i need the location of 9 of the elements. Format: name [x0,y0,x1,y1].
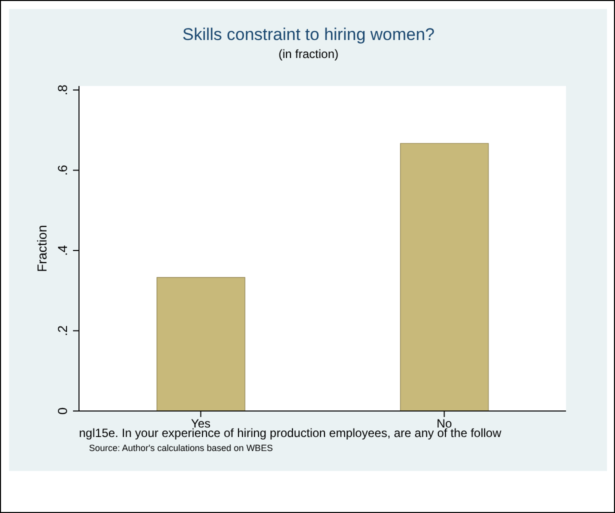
chart-subtitle: (in fraction) [277,47,340,61]
y-tick-label: .8 [55,84,70,96]
y-axis-title: Fraction [34,225,50,272]
chart-title: Skills constraint to hiring women? [181,25,436,45]
y-tick-label: .4 [55,245,70,256]
source-note: Source: Author's calculations based on WBES [89,443,273,453]
y-tick-label: 0 [55,407,70,415]
y-tick-label: .6 [55,164,70,176]
y-tick-label: .2 [55,325,70,336]
